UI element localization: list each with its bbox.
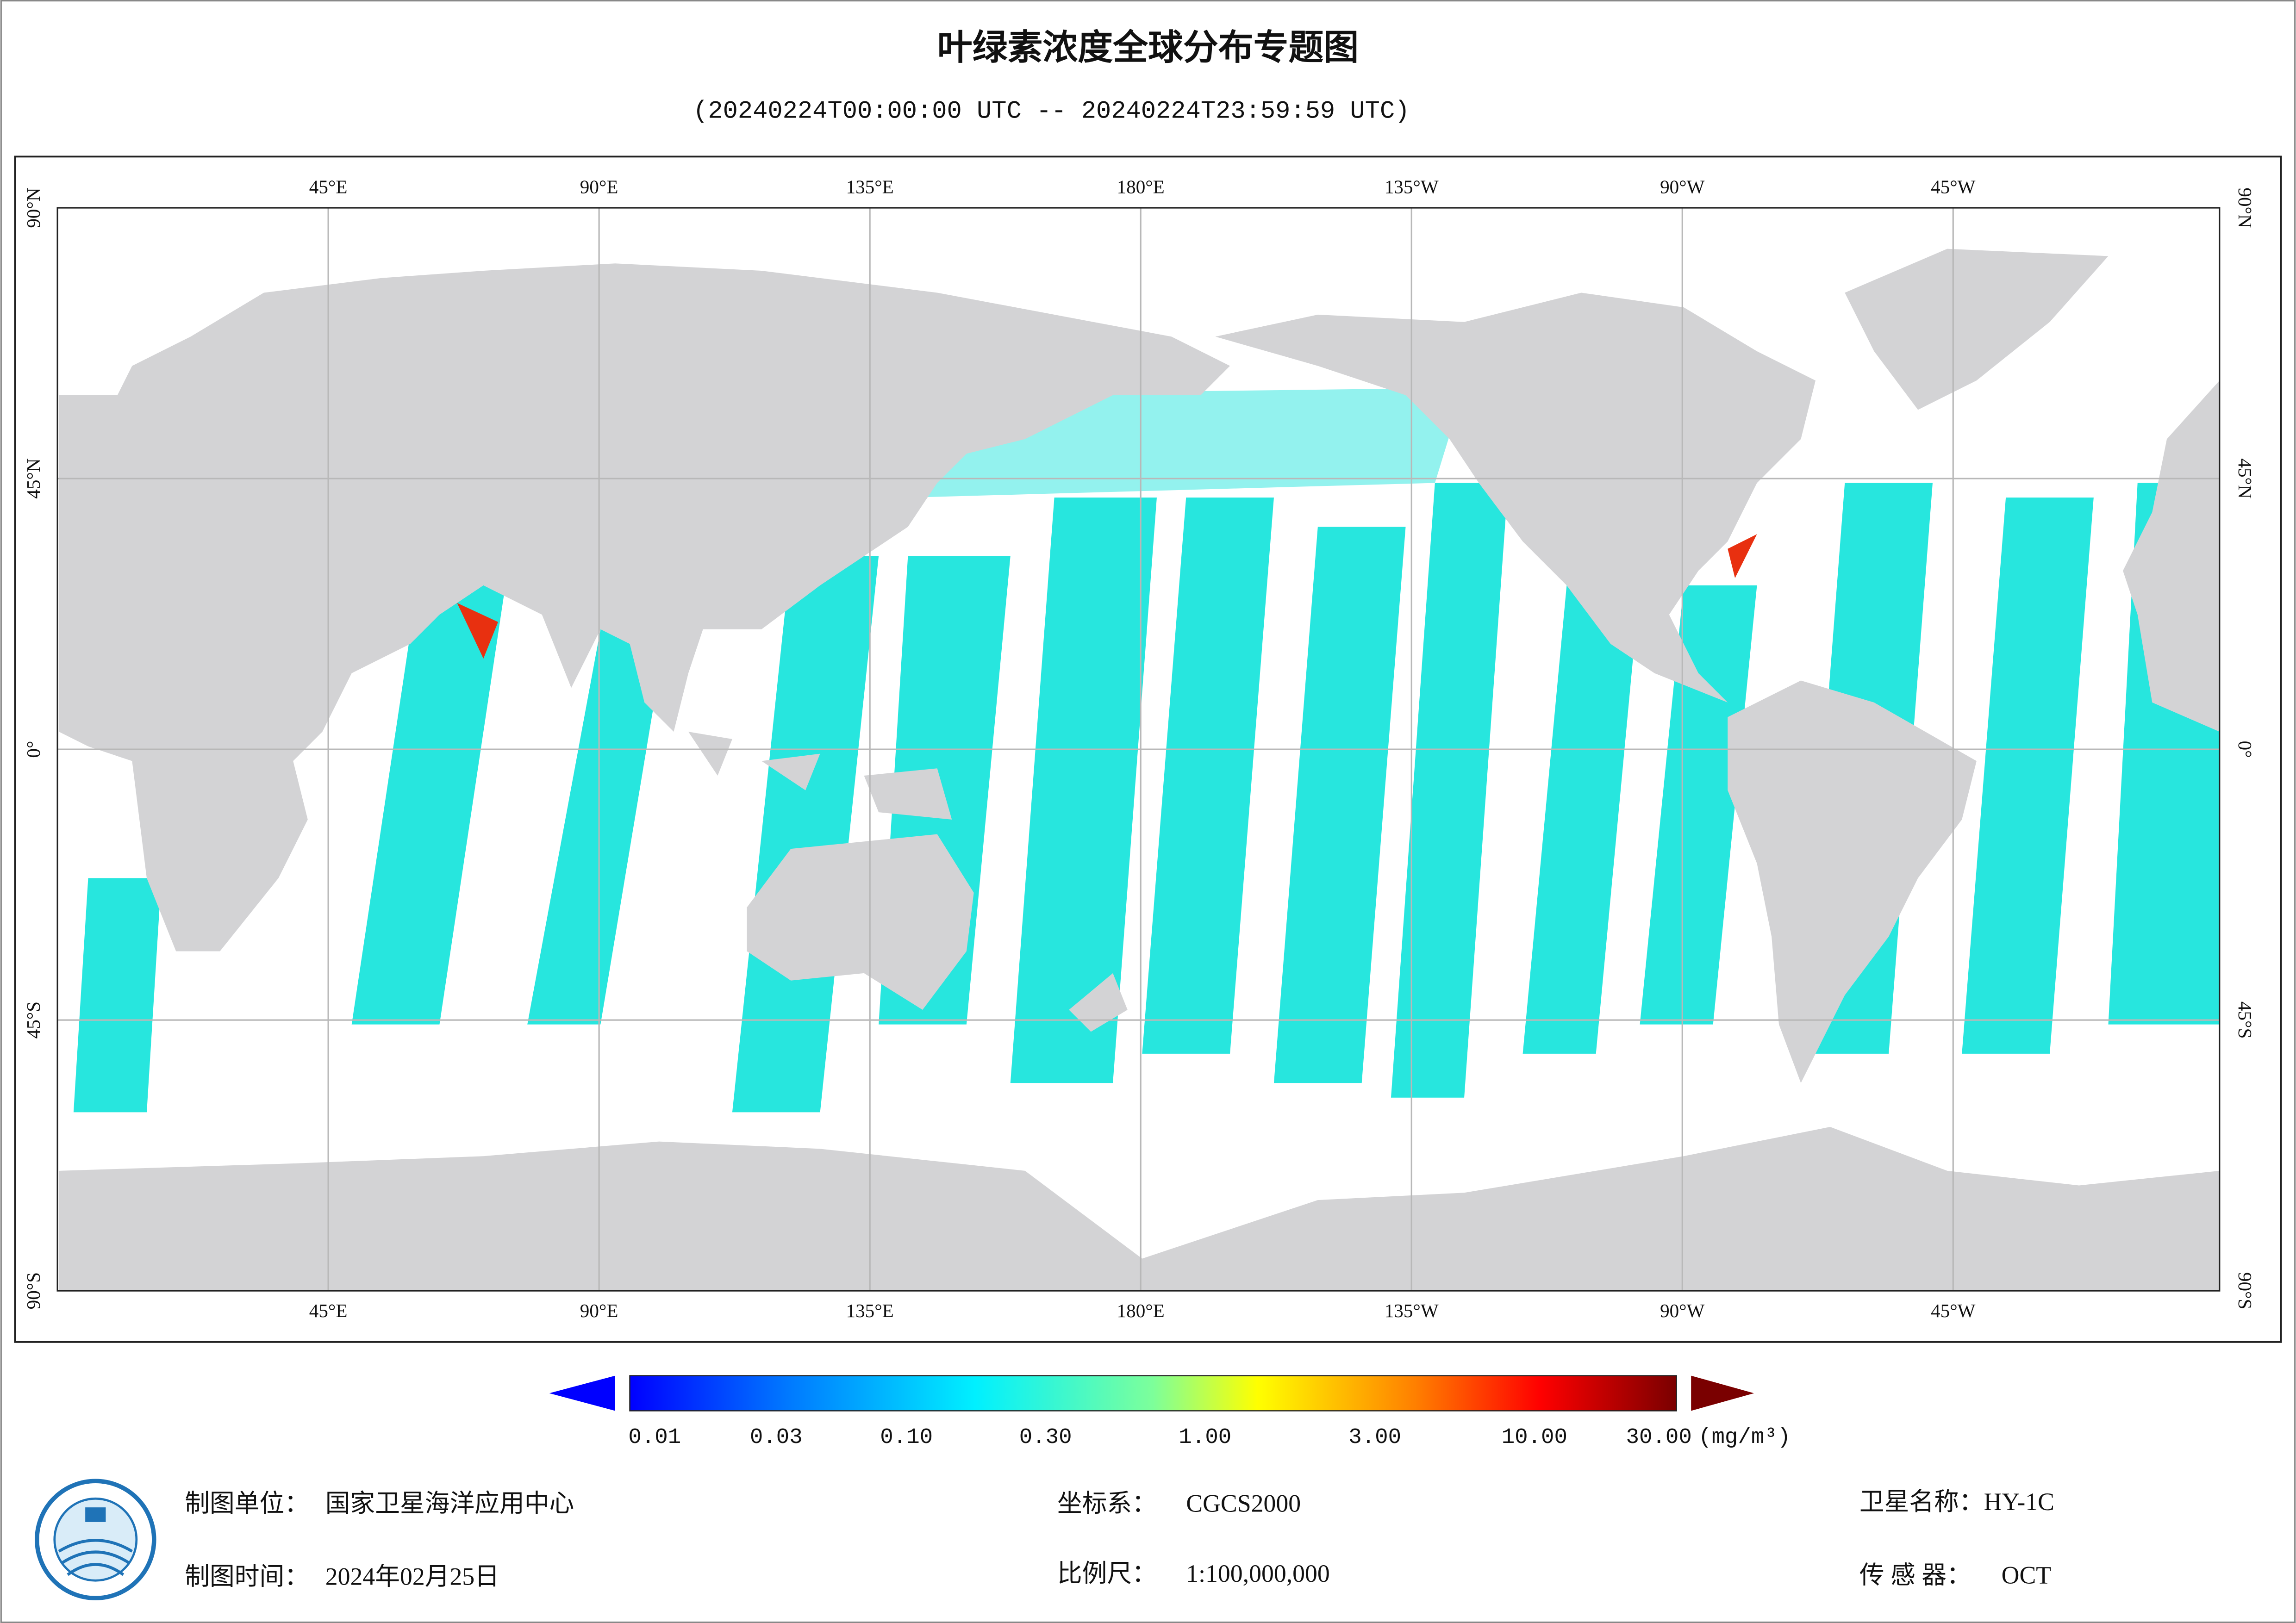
latitude-label: 45°N — [23, 458, 44, 498]
colorbar-tick-label: 0.10 — [880, 1425, 933, 1450]
latitude-label: 90°N — [2234, 187, 2256, 228]
islands — [688, 732, 1128, 1032]
map-border — [56, 207, 2221, 1292]
longitude-label: 135°E — [846, 1300, 894, 1321]
footer-label: 坐标系： — [1057, 1489, 1157, 1517]
footer-value: 国家卫星海洋应用中心 — [325, 1489, 574, 1517]
latitude-label: 0° — [23, 741, 44, 758]
longitude-label: 135°E — [846, 176, 894, 197]
footer-value: HY-1C — [1984, 1488, 2054, 1516]
subtitle: (20240224T00:00:00 UTC -- 20240224T23:59… — [693, 98, 1410, 126]
latitude-label: 0° — [2234, 741, 2256, 758]
footer-label: 比例尺： — [1057, 1560, 1157, 1587]
europe-africa-west — [2123, 380, 2220, 732]
south-america — [1728, 680, 1977, 1083]
longitude-label: 90°W — [1660, 176, 1705, 197]
swath — [1640, 585, 1757, 1025]
longitude-label: 135°W — [1385, 176, 1439, 197]
footer-label: 传 感 器： — [1859, 1561, 1972, 1589]
latitude-label: 45°S — [2234, 1001, 2256, 1038]
north-america — [1215, 292, 1816, 703]
footer-value: 2024年02月25日 — [325, 1562, 499, 1590]
latitude-label: 45°S — [23, 1001, 44, 1038]
swath — [351, 585, 505, 1025]
colorbar-tick-label: 10.00 — [1502, 1425, 1567, 1450]
map-content — [59, 249, 2220, 1291]
footer-value: OCT — [2002, 1561, 2052, 1589]
colorbar-tick-label: 1.00 — [1179, 1425, 1231, 1450]
colorbar-low-arrow — [549, 1375, 615, 1411]
latitude-label: 90°N — [23, 187, 44, 228]
swath — [732, 556, 879, 1113]
chlorophyll-swaths — [73, 388, 2220, 1113]
longitude-label: 180°E — [1117, 1300, 1165, 1321]
colorbar-high-arrow — [1691, 1375, 1754, 1411]
axis-labels: 45°E 45°E 90°E 90°E 135°E 135°E 180°E 180°E 135°… — [23, 176, 2256, 1321]
longitude-label: 45°E — [309, 1300, 348, 1321]
swath — [527, 629, 667, 1025]
australia — [747, 834, 974, 1010]
colorbar-tick-label: 30.00 — [1626, 1425, 1691, 1450]
colorbar-tick-label: 3.00 — [1348, 1425, 1401, 1450]
colorbar-tick-label: 0.01 — [628, 1425, 681, 1450]
colorbar-tick-label: 0.03 — [750, 1425, 803, 1450]
eurasia-africa — [59, 263, 1230, 951]
colorbar: 0.01 0.03 0.10 0.30 1.00 3.00 10.00 30.00 (mg/m… — [549, 1375, 1791, 1450]
footer-label: 制图时间： — [185, 1562, 309, 1590]
longitude-label: 90°E — [580, 1300, 618, 1321]
longitude-label: 90°E — [580, 176, 618, 197]
longitude-label: 135°W — [1385, 1300, 1439, 1321]
longitude-label: 45°W — [1931, 176, 1976, 197]
swath — [1391, 483, 1508, 1098]
title: 叶绿素浓度全球分布专题图 — [937, 27, 1359, 68]
longitude-label: 45°E — [309, 176, 348, 197]
footer-value: 1:100,000,000 — [1186, 1560, 1330, 1587]
greenland — [1845, 249, 2109, 410]
footer-value: CGCS2000 — [1186, 1489, 1301, 1517]
colorbar-tick-label: 0.30 — [1019, 1425, 1072, 1450]
latitude-label: 90°S — [2234, 1272, 2256, 1309]
colorbar-scale — [629, 1375, 1677, 1412]
latitude-label: 45°N — [2234, 458, 2256, 498]
longitude-label: 180°E — [1117, 176, 1165, 197]
swath — [1142, 497, 1274, 1054]
swath — [1962, 497, 2094, 1054]
footer-label: 制图单位： — [185, 1489, 309, 1517]
footer-label: 卫星名称： — [1859, 1488, 1984, 1516]
swath — [73, 878, 162, 1113]
longitude-label: 90°W — [1660, 1300, 1705, 1321]
latitude-label: 90°S — [23, 1272, 44, 1309]
map-frame — [14, 155, 2282, 1343]
swath — [1522, 585, 1640, 1054]
graticule — [57, 208, 2220, 1291]
colorbar-unit: (mg/m³) — [1698, 1425, 1791, 1450]
longitude-label: 45°W — [1931, 1300, 1976, 1321]
logo — [35, 1479, 156, 1600]
land — [59, 249, 2220, 1291]
swath — [1010, 497, 1157, 1083]
